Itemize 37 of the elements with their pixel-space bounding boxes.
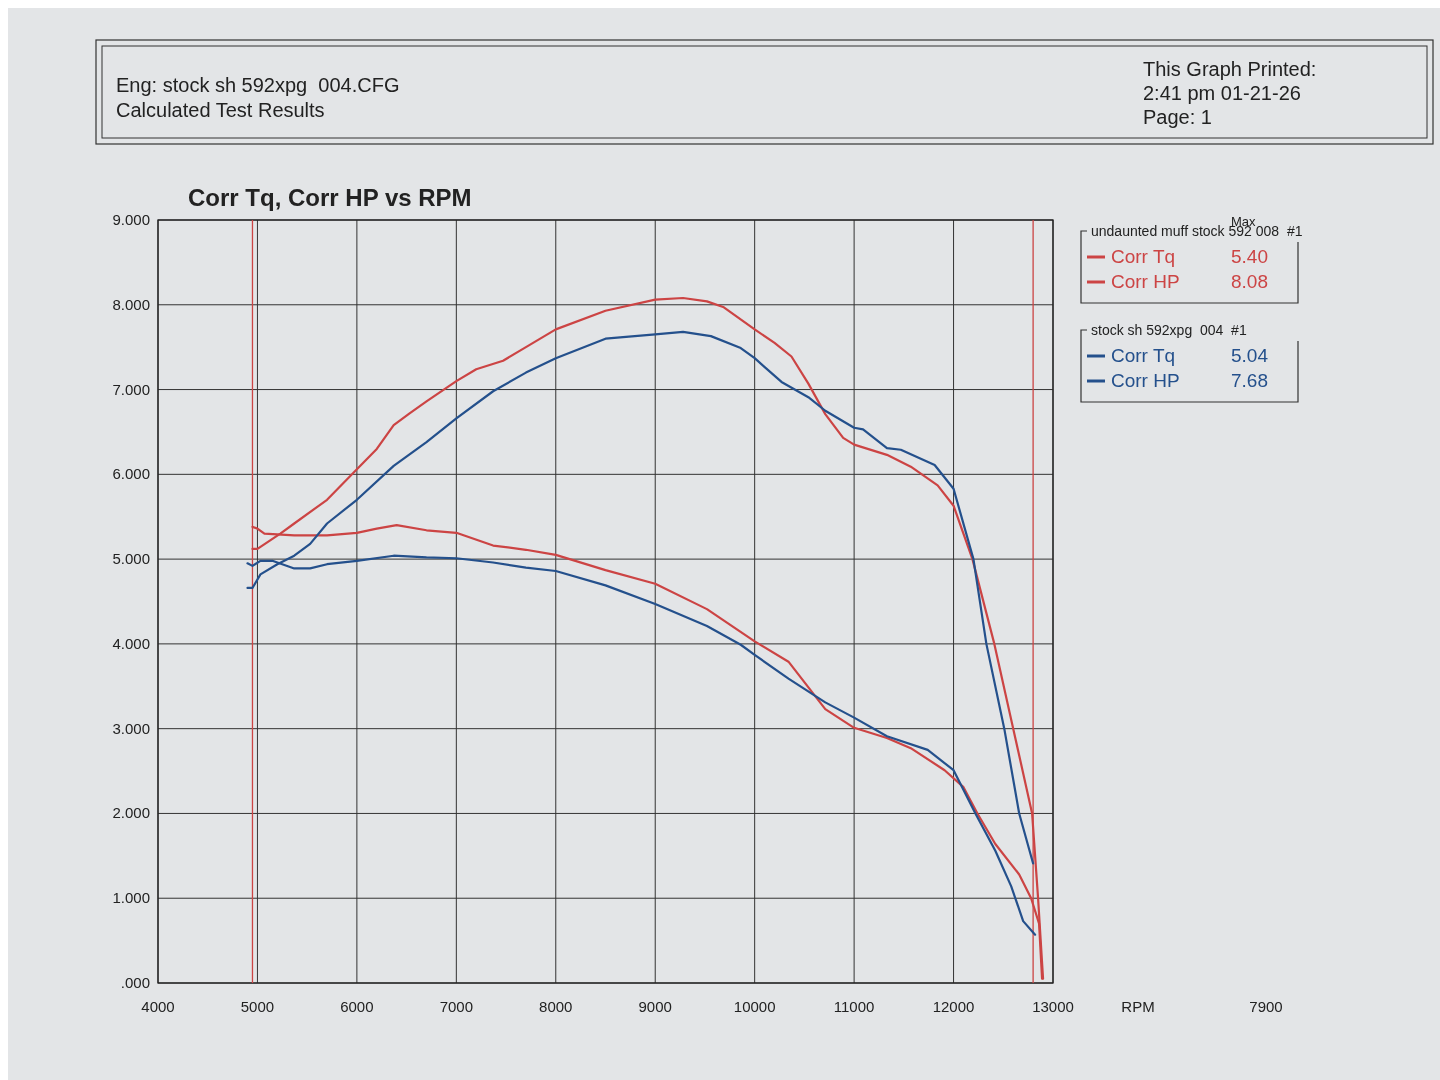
x-axis-title: RPM bbox=[1121, 998, 1155, 1015]
text: Eng: stock sh 592xpg 004.CFG bbox=[116, 74, 400, 96]
legend-label: Corr Tq bbox=[1111, 246, 1176, 267]
x-tick-label: 9000 bbox=[638, 998, 672, 1015]
y-tick-label: 8.000 bbox=[112, 295, 150, 313]
y-tick-label: 1.000 bbox=[112, 889, 150, 907]
x-tick-label: 6000 bbox=[340, 998, 374, 1015]
x-tick-label: 5000 bbox=[240, 998, 275, 1015]
text: 7.68 bbox=[1231, 370, 1268, 391]
y-tick-label: .000 bbox=[120, 974, 150, 991]
text: 7900 bbox=[1249, 998, 1283, 1015]
chart-title: Corr Tq, Corr HP vs RPM bbox=[188, 184, 472, 211]
x-tick-label: 12000 bbox=[932, 998, 975, 1015]
legend-label: Corr HP bbox=[1111, 370, 1180, 391]
text: Calculated Test Results bbox=[116, 99, 325, 121]
x-tick-label: 4000 bbox=[141, 998, 175, 1015]
text: Page: 1 bbox=[1143, 106, 1212, 128]
text: 8.08 bbox=[1231, 271, 1268, 292]
y-tick-label: 7.000 bbox=[112, 380, 150, 398]
legend-label: Corr Tq bbox=[1111, 345, 1176, 366]
y-tick-label: 4.000 bbox=[112, 634, 150, 652]
x-tick-label: 11000 bbox=[833, 998, 875, 1015]
text: This Graph Printed: bbox=[1143, 58, 1317, 80]
y-tick-label: 9.000 bbox=[112, 211, 150, 228]
text: 2:41 pm 01-21-26 bbox=[1143, 82, 1301, 104]
x-tick-label: 8000 bbox=[539, 998, 573, 1015]
text: stock sh 592xpg 004 #1 bbox=[1091, 322, 1247, 338]
x-tick-label: 10000 bbox=[733, 998, 776, 1015]
x-tick-label: 7000 bbox=[439, 998, 474, 1015]
legend-label: Corr HP bbox=[1111, 271, 1180, 292]
y-tick-label: 5.000 bbox=[112, 550, 150, 568]
text: 5.04 bbox=[1231, 345, 1269, 366]
text: 5.40 bbox=[1231, 246, 1268, 267]
x-tick-label: 13000 bbox=[1032, 998, 1074, 1015]
y-tick-label: 2.000 bbox=[112, 804, 150, 822]
y-tick-label: 6.000 bbox=[112, 465, 150, 483]
y-tick-label: 3.000 bbox=[112, 719, 150, 737]
